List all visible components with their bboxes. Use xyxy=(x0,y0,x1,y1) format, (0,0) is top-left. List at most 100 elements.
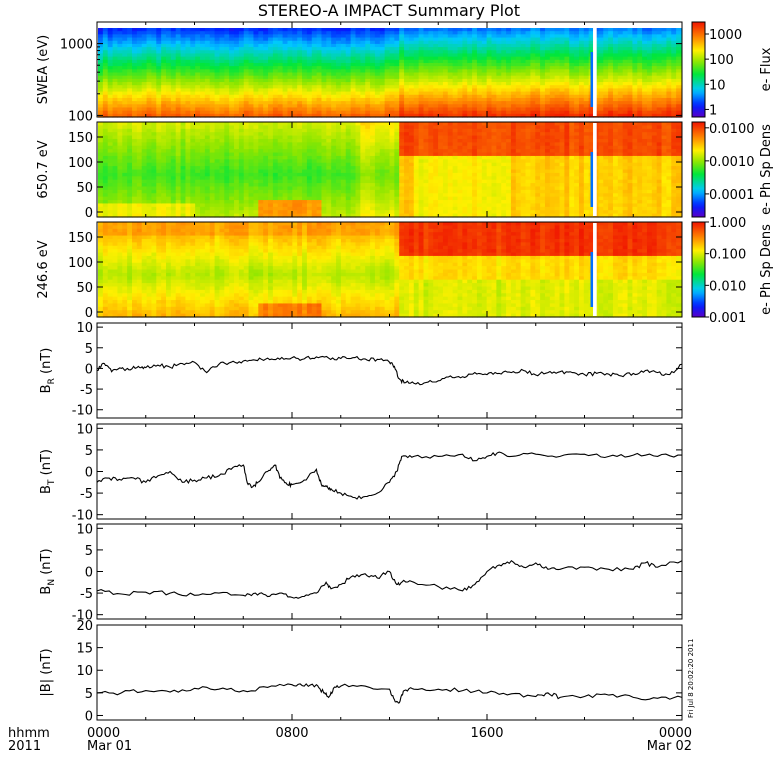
pad_650-cell xyxy=(117,128,123,133)
swea-cell xyxy=(588,40,595,45)
swea-cell xyxy=(311,91,318,96)
pad_650-cell xyxy=(302,149,308,154)
swea-cell xyxy=(661,107,668,112)
swea-cell xyxy=(316,37,323,42)
swea-cell xyxy=(224,31,230,35)
swea-cell xyxy=(185,72,191,77)
pad_650-cell xyxy=(102,145,109,150)
swea-cell xyxy=(185,31,191,35)
swea-cell xyxy=(234,78,240,83)
pad_650-cell xyxy=(166,186,172,191)
swea-cell xyxy=(326,85,332,89)
swea-cell xyxy=(569,50,575,55)
swea-cell xyxy=(370,94,376,99)
swea-cell xyxy=(151,82,157,86)
swea-cell xyxy=(355,107,361,112)
pad_650-cell xyxy=(117,145,123,150)
swea-cell xyxy=(243,43,250,48)
swea-cell xyxy=(141,78,148,83)
swea-cell xyxy=(588,31,595,35)
swea-cell xyxy=(676,53,682,58)
swea-cell xyxy=(569,66,575,70)
swea-cell xyxy=(321,101,327,105)
pad_650-cell xyxy=(136,186,143,191)
swea-cell xyxy=(540,94,546,99)
swea-cell xyxy=(404,97,410,102)
swea-cell xyxy=(544,94,551,99)
swea-cell xyxy=(374,47,381,51)
swea-cell xyxy=(132,85,138,89)
swea-cell xyxy=(676,101,682,105)
swea-cell xyxy=(112,94,119,99)
swea-cell xyxy=(457,104,463,109)
swea-cell xyxy=(360,53,366,58)
pad_650-cell xyxy=(112,176,119,181)
swea-cell xyxy=(141,40,148,45)
swea-cell xyxy=(408,85,415,89)
swea-cell xyxy=(515,91,522,96)
swea-cell xyxy=(326,62,332,67)
swea-cell xyxy=(472,101,478,105)
swea-cell xyxy=(151,47,157,51)
swea-cell xyxy=(525,101,531,105)
swea-cell xyxy=(151,40,157,45)
swea-cell xyxy=(404,101,410,105)
swea-cell xyxy=(166,50,172,55)
swea-cell xyxy=(671,82,677,86)
swea-cell xyxy=(365,85,371,89)
swea-cell xyxy=(564,59,570,64)
swea-cell xyxy=(355,53,361,58)
swea-cell xyxy=(277,53,284,58)
pad_650-cell xyxy=(166,162,172,167)
swea-cell xyxy=(326,88,332,93)
swea-cell xyxy=(578,56,585,61)
pad_650-cell xyxy=(117,132,123,137)
swea-cell xyxy=(646,82,653,86)
pad_650-cell xyxy=(107,125,114,130)
swea-cell xyxy=(272,50,279,55)
swea-cell xyxy=(632,56,638,61)
swea-cell xyxy=(418,88,425,93)
swea-cell xyxy=(496,91,502,96)
swea-cell xyxy=(549,75,556,80)
swea-cell xyxy=(564,31,570,35)
pad_650-cell xyxy=(234,210,240,215)
swea-cell xyxy=(447,69,454,74)
swea-cell xyxy=(238,113,245,118)
swea-cell xyxy=(345,31,352,35)
swea-cell xyxy=(355,56,361,61)
swea-cell xyxy=(612,72,619,77)
swea-cell xyxy=(656,104,663,109)
swea-cell xyxy=(404,72,410,77)
swea-cell xyxy=(583,59,590,64)
pad_650-cell xyxy=(107,179,114,184)
swea-cell xyxy=(583,28,590,32)
swea-cell xyxy=(617,94,624,99)
swea-cell xyxy=(112,31,119,35)
swea-cell xyxy=(112,59,119,64)
swea-cell xyxy=(428,62,434,67)
swea-cell xyxy=(248,104,255,109)
swea-cell xyxy=(156,69,162,74)
swea-cell xyxy=(496,88,502,93)
swea-cell xyxy=(340,56,347,61)
swea-cell xyxy=(608,28,614,32)
pad_650-cell xyxy=(224,172,230,177)
swea-cell xyxy=(268,107,274,112)
pad_650-cell xyxy=(107,176,114,181)
swea-cell xyxy=(175,53,182,58)
swea-cell xyxy=(496,62,502,67)
swea-cell xyxy=(141,88,148,93)
pad_650-cell xyxy=(350,149,357,154)
swea-cell xyxy=(166,97,172,102)
swea-cell xyxy=(180,88,187,93)
pad_650-cell xyxy=(112,138,119,143)
swea-cell xyxy=(287,101,293,105)
swea-cell xyxy=(292,82,298,86)
swea-cell xyxy=(442,113,449,118)
swea-cell xyxy=(102,31,109,35)
pad_650-cell xyxy=(185,162,191,167)
swea-cell xyxy=(302,91,308,96)
swea-cell xyxy=(132,107,138,112)
swea-cell xyxy=(413,37,420,42)
